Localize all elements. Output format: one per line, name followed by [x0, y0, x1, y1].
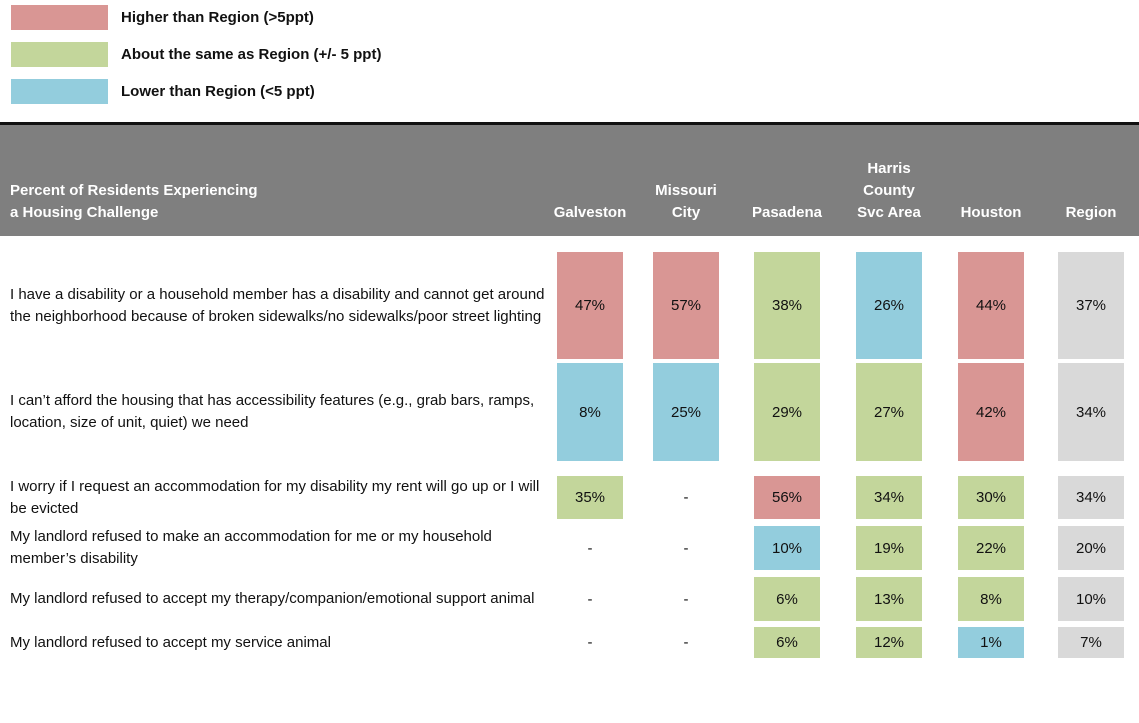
cell: 8%: [958, 577, 1024, 621]
cell: 19%: [856, 526, 922, 570]
header-cell: Galveston: [553, 204, 627, 221]
cell: 29%: [754, 363, 820, 461]
header-cell: Missouri City: [655, 182, 717, 221]
cell: 12%: [856, 627, 922, 658]
cell: 30%: [958, 476, 1024, 519]
cell: -: [587, 634, 593, 651]
cell: 34%: [1058, 476, 1124, 519]
header-cell: Percent of Residents Experiencing a Hous…: [10, 182, 258, 221]
header-cell: Houston: [960, 204, 1022, 221]
legend-swatch: [11, 5, 108, 30]
cell: 25%: [653, 363, 719, 461]
cell: 8%: [557, 363, 623, 461]
cell: 26%: [856, 252, 922, 359]
row-label: My landlord refused to accept my service…: [10, 633, 331, 651]
cell: 42%: [958, 363, 1024, 461]
legend-swatch: [11, 79, 108, 104]
cell: 34%: [1058, 363, 1124, 461]
row-label: I have a disability or a household membe…: [10, 285, 545, 325]
cell: 34%: [856, 476, 922, 519]
row-label: My landlord refused to accept my therapy…: [10, 590, 535, 607]
cell: 35%: [557, 476, 623, 519]
cell: 56%: [754, 476, 820, 519]
cell: 1%: [958, 627, 1024, 658]
legend-swatch: [11, 42, 108, 67]
cell: 44%: [958, 252, 1024, 359]
legend-label: Higher than Region (>5ppt): [121, 9, 314, 26]
cell: 13%: [856, 577, 922, 621]
legend-label: Lower than Region (<5 ppt): [121, 83, 315, 100]
cell: -: [683, 489, 689, 506]
header-cell: Region: [1065, 204, 1117, 221]
header-cell: Harris County Svc Area: [857, 160, 921, 221]
row-label: I can’t afford the housing that has acce…: [10, 392, 535, 431]
cell: 7%: [1058, 627, 1124, 658]
cell: 22%: [958, 526, 1024, 570]
cell: 10%: [754, 526, 820, 570]
row-label: I worry if I request an accommodation fo…: [10, 477, 540, 517]
cell: 6%: [754, 577, 820, 621]
header-cell: Pasadena: [751, 204, 823, 221]
row-label: My landlord refused to make an accommoda…: [10, 528, 492, 567]
cell: 6%: [754, 627, 820, 658]
cell: 37%: [1058, 252, 1124, 359]
cell: -: [587, 539, 593, 557]
cell: 20%: [1058, 526, 1124, 570]
cell: 47%: [557, 252, 623, 359]
header-bar: [0, 125, 1139, 236]
cell: 27%: [856, 363, 922, 461]
divider: [0, 122, 1139, 125]
cell: 57%: [653, 252, 719, 359]
cell: -: [683, 634, 689, 651]
legend-label: About the same as Region (+/- 5 ppt): [121, 46, 382, 63]
cell: -: [683, 590, 689, 608]
cell: 10%: [1058, 577, 1124, 621]
cell: 38%: [754, 252, 820, 359]
cell: -: [587, 590, 593, 608]
cell: -: [683, 539, 689, 557]
